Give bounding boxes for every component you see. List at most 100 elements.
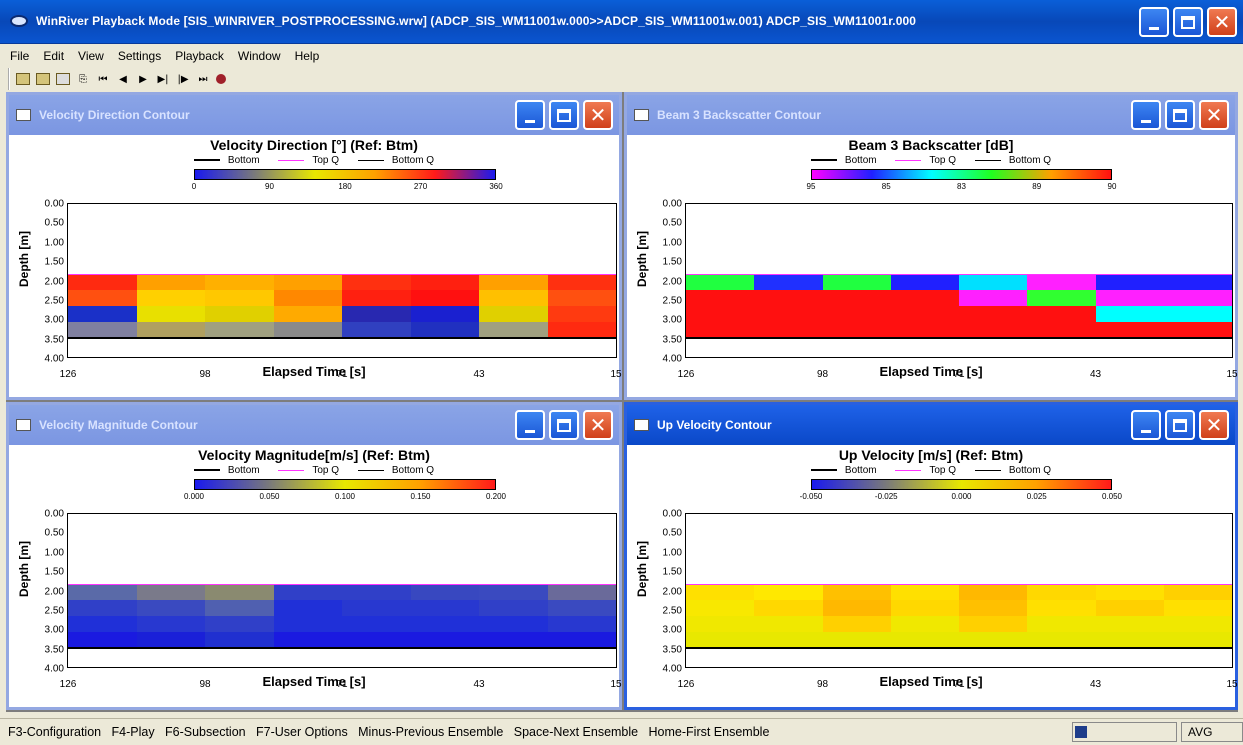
y-tick-label: 0.50 <box>662 527 682 539</box>
panel-window-controls: ✕ <box>1131 100 1229 130</box>
contour-cell <box>205 289 274 307</box>
configure-icon[interactable]: ⎘ <box>79 73 87 85</box>
contour-cell <box>68 273 137 291</box>
app-icon[interactable] <box>10 15 28 27</box>
properties-icon[interactable] <box>56 73 70 85</box>
legend-bottom-q: Bottom Q <box>354 155 438 166</box>
close-button[interactable]: ✕ <box>1199 410 1229 440</box>
close-icon: ✕ <box>1205 413 1223 437</box>
close-button[interactable]: ✕ <box>1199 100 1229 130</box>
velocity-direction-titlebar[interactable]: Velocity Direction Contour ✕ <box>9 95 619 135</box>
maximize-button[interactable] <box>1165 100 1195 130</box>
legend-bottom-label: Bottom <box>227 465 260 476</box>
contour-cell <box>1027 305 1096 323</box>
contour-column <box>1027 273 1096 338</box>
contour-cell <box>890 321 959 338</box>
maximize-button[interactable] <box>1173 7 1203 37</box>
x-tick-label: 43 <box>1089 369 1102 380</box>
window-title: Up Velocity Contour <box>657 418 772 432</box>
maximize-button[interactable] <box>549 100 579 130</box>
minimize-button[interactable] <box>515 410 545 440</box>
up-velocity-window[interactable]: Up Velocity Contour ✕ Up Velocity [m/s] … <box>624 402 1238 710</box>
x-tick-label: 71 <box>336 369 348 380</box>
contour-cell <box>822 599 891 617</box>
y-tick-label: 2.00 <box>44 276 64 287</box>
y-tick-label: 1.50 <box>662 256 682 268</box>
contour-cell <box>890 305 959 323</box>
contour-cell <box>754 583 823 601</box>
y-tick-label: 3.50 <box>662 644 682 656</box>
contour-column <box>479 273 548 338</box>
menu-settings[interactable]: Settings <box>117 49 162 63</box>
window-icon <box>634 419 649 431</box>
contour-column <box>136 273 205 338</box>
velocity-magnitude-window[interactable]: Velocity Magnitude Contour ✕ Velocity Ma… <box>6 402 622 710</box>
contour-cell <box>959 321 1028 338</box>
maximize-button[interactable] <box>549 410 579 440</box>
window-icon <box>16 109 31 121</box>
menu-playback[interactable]: Playback <box>175 49 224 63</box>
first-ensemble-icon[interactable]: ⏮ <box>98 73 108 85</box>
velocity-direction-window[interactable]: Velocity Direction Contour ✕ Velocity Di… <box>6 92 622 400</box>
minimize-button[interactable] <box>1139 7 1169 37</box>
contour-column <box>1163 583 1232 648</box>
minimize-button[interactable] <box>1131 100 1161 130</box>
legend-bottom-swatch <box>810 159 837 162</box>
minimize-button[interactable] <box>515 100 545 130</box>
legend-bottom-swatch <box>193 469 220 472</box>
next-ensemble-icon[interactable]: ▶| <box>157 73 169 85</box>
contour-cell <box>959 615 1028 633</box>
menu-help[interactable]: Help <box>294 49 320 63</box>
x-tick-label: 98 <box>199 369 211 380</box>
colorbar-tick-label: 0.050 <box>1101 492 1123 501</box>
last-ensemble-icon[interactable]: ⏭ <box>198 73 208 85</box>
menu-view[interactable]: View <box>78 49 104 63</box>
contour-data <box>686 273 1232 338</box>
y-tick-label: 3.50 <box>44 334 64 346</box>
y-axis-title: Depth [m] <box>17 541 31 597</box>
x-tick-label: 71 <box>953 369 965 380</box>
contour-column <box>68 273 137 338</box>
close-button[interactable]: ✕ <box>583 100 613 130</box>
maximize-button[interactable] <box>1165 410 1195 440</box>
colorbar-tick-label: 83 <box>957 182 966 191</box>
record-icon[interactable] <box>216 74 226 84</box>
legend-top-q: Top Q <box>274 465 343 476</box>
menu-window[interactable]: Window <box>237 49 281 63</box>
contour-cell <box>890 615 959 633</box>
contour-cell <box>273 273 342 291</box>
beam3-backscatter-titlebar[interactable]: Beam 3 Backscatter Contour ✕ <box>627 95 1235 135</box>
close-button[interactable]: ✕ <box>583 410 613 440</box>
contour-cell <box>273 321 342 338</box>
legend-topq-swatch <box>895 469 922 471</box>
legend-topq-swatch <box>895 159 922 161</box>
contour-cell <box>959 289 1028 307</box>
open-file-icon[interactable] <box>16 73 30 85</box>
plot-area: Up Velocity [m/s] (Ref: Btm) Bottom Top … <box>627 445 1238 707</box>
contour-cell <box>342 321 411 338</box>
y-tick-label: 4.00 <box>662 353 682 365</box>
y-tick-label: 0.50 <box>44 217 64 229</box>
up-velocity-titlebar[interactable]: Up Velocity Contour ✕ <box>627 405 1235 445</box>
contour-data <box>68 583 616 648</box>
contour-cell <box>822 273 891 291</box>
contour-cell <box>479 631 548 648</box>
menu-edit[interactable]: Edit <box>43 49 65 63</box>
beam3-backscatter-window[interactable]: Beam 3 Backscatter Contour ✕ Beam 3 Back… <box>624 92 1238 400</box>
menu-bar: File Edit View Settings Playback Window … <box>0 44 1243 68</box>
contour-column <box>754 273 823 338</box>
close-button[interactable]: ✕ <box>1207 7 1237 37</box>
contour-column <box>890 583 959 648</box>
previous-ensemble-icon[interactable]: ◀ <box>119 73 127 85</box>
x-axis-title: Elapsed Time [s] <box>879 674 983 689</box>
step-icon[interactable]: |▶ <box>177 73 189 85</box>
minimize-button[interactable] <box>1131 410 1161 440</box>
open-folder-icon[interactable] <box>36 73 50 85</box>
status-right: AVG <box>1072 722 1243 742</box>
y-tick-label: 3.00 <box>44 314 64 326</box>
velocity-magnitude-titlebar[interactable]: Velocity Magnitude Contour ✕ <box>9 405 619 445</box>
play-icon[interactable]: ▶ <box>139 73 147 85</box>
x-tick-label: 15 <box>1226 369 1238 380</box>
contour-cell <box>754 305 823 323</box>
menu-file[interactable]: File <box>10 49 30 63</box>
